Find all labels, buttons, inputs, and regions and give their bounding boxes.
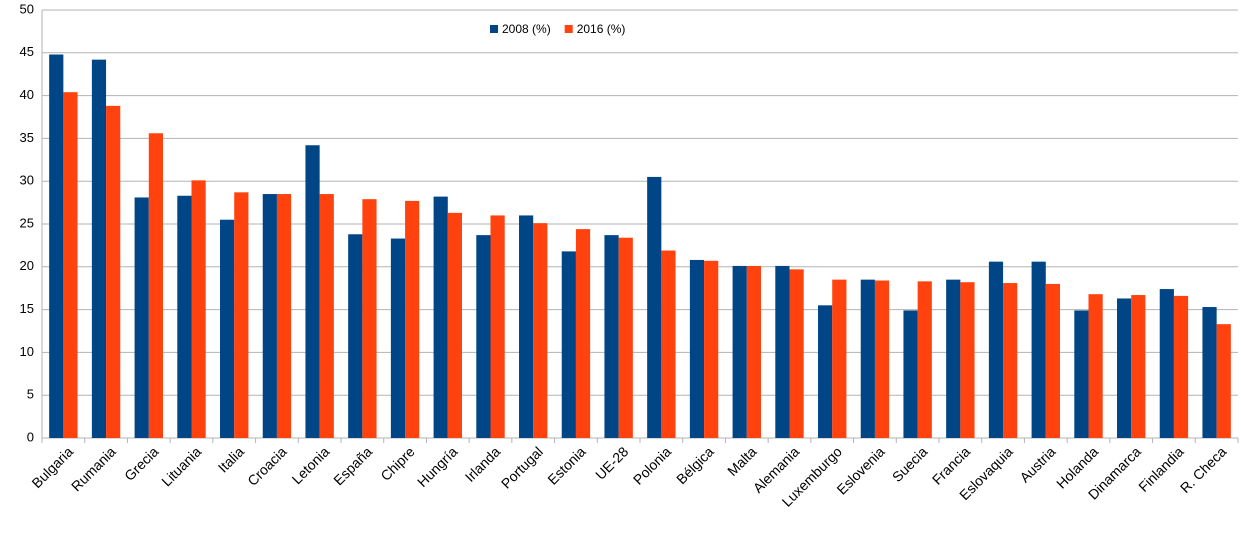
bar	[746, 265, 761, 438]
bar	[1045, 283, 1060, 438]
bar	[604, 235, 619, 438]
bar	[575, 229, 591, 438]
bar	[177, 195, 192, 438]
bar	[319, 194, 334, 438]
x-tick-label: UE-28	[592, 443, 632, 483]
x-tick-label: Malta	[724, 443, 760, 479]
bar	[789, 269, 804, 438]
bar	[433, 196, 448, 438]
bar	[490, 215, 505, 438]
y-tick-label: 50	[20, 1, 34, 16]
x-tick-label: Suecia	[889, 443, 931, 485]
x-tick-label: Hungría	[414, 443, 461, 490]
bar	[106, 105, 121, 438]
bar	[476, 235, 491, 438]
bar	[305, 145, 320, 439]
bar	[1031, 261, 1046, 438]
bar	[234, 192, 249, 438]
bar	[533, 223, 548, 438]
bar	[348, 234, 363, 438]
bar	[903, 310, 918, 438]
y-tick-label: 30	[20, 173, 34, 188]
bar	[390, 238, 406, 438]
bar	[689, 259, 705, 438]
bar	[49, 54, 64, 439]
bar	[91, 59, 107, 438]
bar	[63, 92, 78, 439]
bar	[1173, 295, 1189, 438]
bar	[148, 133, 163, 439]
bar	[618, 237, 633, 438]
bar	[447, 212, 462, 438]
bar	[874, 280, 890, 438]
bar	[1159, 289, 1174, 438]
bar	[276, 194, 292, 438]
x-tick-label: Portugal	[498, 443, 546, 491]
bar	[1216, 324, 1231, 438]
bar	[988, 261, 1004, 438]
x-tick-label: Italia	[215, 443, 247, 475]
bar	[134, 197, 149, 438]
x-tick-label: Polonia	[630, 443, 674, 487]
bar	[1131, 295, 1146, 438]
x-tick-label: Rumania	[68, 443, 119, 494]
x-tick-label: Chipre	[377, 443, 418, 484]
x-tick-label: Letonia	[289, 443, 333, 487]
x-tick-label: R. Checa	[1177, 443, 1230, 496]
bar	[561, 251, 576, 438]
bar	[262, 194, 277, 438]
x-tick-label: Croacia	[244, 443, 290, 489]
bar	[405, 200, 420, 438]
legend-swatch	[490, 25, 498, 33]
x-tick-label: España	[330, 443, 375, 488]
y-tick-label: 5	[27, 387, 34, 402]
bar	[1088, 294, 1103, 438]
legend-swatch	[564, 25, 573, 33]
x-tick-label: Bélgica	[673, 443, 717, 487]
bar	[1202, 307, 1217, 438]
bar	[960, 282, 975, 438]
bar	[818, 305, 833, 438]
y-tick-label: 15	[20, 301, 34, 316]
legend-label: 2016 (%)	[577, 22, 626, 36]
x-tick-label: Grecia	[121, 443, 162, 484]
y-tick-label: 0	[27, 429, 34, 444]
bar	[1117, 298, 1132, 438]
y-tick-label: 40	[20, 87, 34, 102]
bar	[946, 279, 961, 438]
y-tick-label: 25	[20, 215, 34, 230]
bar	[220, 219, 235, 438]
bar	[732, 265, 747, 438]
bar	[704, 260, 719, 438]
x-tick-label: Irlanda	[462, 443, 504, 485]
x-tick-label: Estonia	[544, 443, 588, 487]
bar	[860, 279, 875, 438]
y-tick-label: 20	[20, 258, 34, 273]
bar	[917, 281, 932, 438]
bar	[832, 279, 847, 438]
x-tick-label: Lituania	[158, 443, 204, 489]
y-tick-label: 35	[20, 130, 34, 145]
bar	[775, 265, 790, 438]
legend-label: 2008 (%)	[502, 22, 551, 36]
bar	[647, 176, 662, 439]
y-tick-label: 10	[20, 344, 34, 359]
bar	[191, 180, 206, 438]
bar	[362, 199, 377, 438]
bar	[661, 250, 676, 438]
bar	[1003, 283, 1018, 438]
bar	[1074, 310, 1089, 438]
x-tick-label: Austria	[1016, 443, 1058, 485]
y-tick-label: 45	[20, 44, 34, 59]
bar	[519, 215, 534, 438]
